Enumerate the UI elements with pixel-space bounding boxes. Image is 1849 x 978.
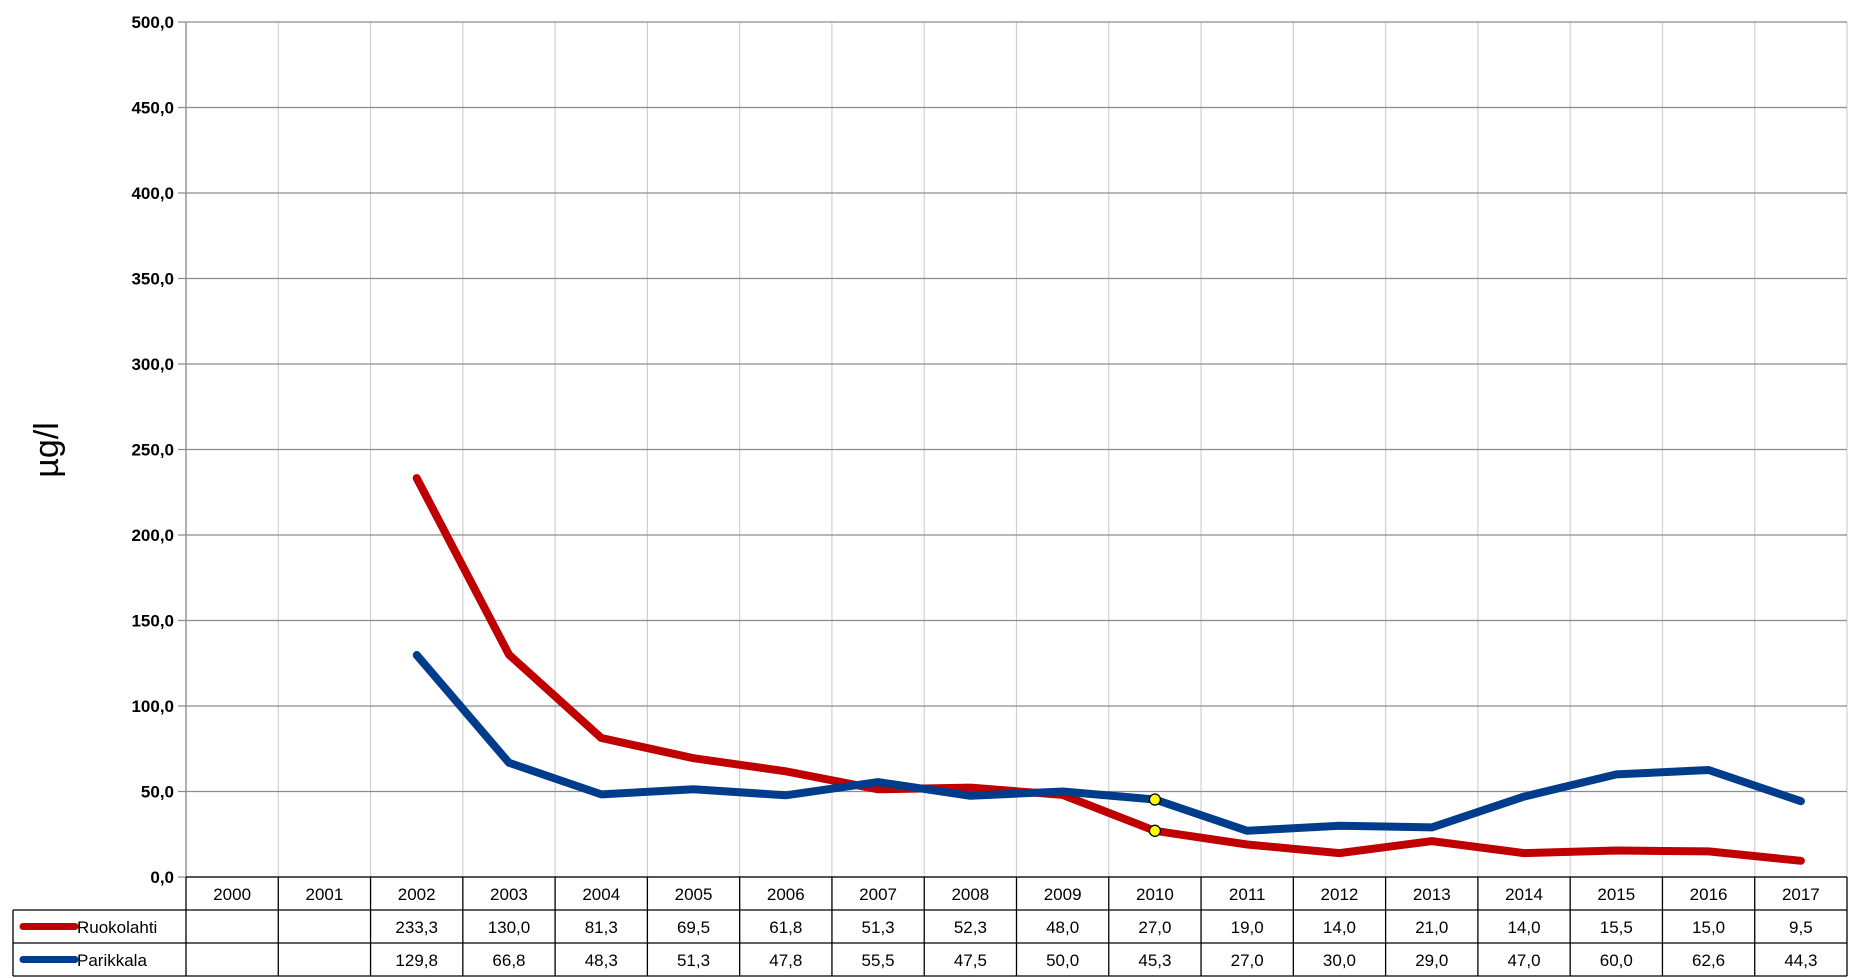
y-axis-tick-labels: 0,0 50,0 100,0 150,0 200,0 250,0 300,0 350,0 400… (131, 13, 174, 887)
data-table-cell: 15,0 (1692, 918, 1725, 937)
data-table-cell: 19,0 (1231, 918, 1264, 937)
x-tick-label: 2012 (1321, 885, 1359, 904)
data-table-cell: 27,0 (1231, 951, 1264, 970)
x-tick-label: 2001 (306, 885, 344, 904)
x-tick-label: 2003 (490, 885, 528, 904)
x-tick-label: 2009 (1044, 885, 1082, 904)
data-table-cell: 52,3 (954, 918, 987, 937)
data-table-cell: 29,0 (1415, 951, 1448, 970)
x-tick-label: 2008 (951, 885, 989, 904)
highlight-point (1148, 824, 1162, 837)
data-table-cell: 55,5 (862, 951, 895, 970)
data-table-cell: 51,3 (677, 951, 710, 970)
x-tick-label: 2017 (1782, 885, 1820, 904)
data-table-cell: 48,0 (1046, 918, 1079, 937)
data-table-cell: 81,3 (585, 918, 618, 937)
x-tick-label: 2000 (213, 885, 251, 904)
highlight-markers (1148, 793, 1162, 837)
y-tick-label: 50,0 (141, 783, 174, 802)
x-tick-label: 2005 (675, 885, 713, 904)
series-line (412, 474, 1805, 865)
data-table-cell: 9,5 (1789, 918, 1813, 937)
y-axis-label: µg/l (28, 422, 66, 478)
x-tick-label: 2013 (1413, 885, 1451, 904)
y-tick-label: 500,0 (131, 13, 174, 32)
y-tick-label: 400,0 (131, 184, 174, 203)
horizontal-gridlines (178, 21, 1847, 878)
data-table-cell: 14,0 (1507, 918, 1540, 937)
data-table-cell: 15,5 (1600, 918, 1633, 937)
data-table-cell: 27,0 (1138, 918, 1171, 937)
legend-series-name: Ruokolahti (77, 918, 157, 937)
data-table-cell: 51,3 (862, 918, 895, 937)
data-table-cell: 44,3 (1784, 951, 1817, 970)
data-table-cell: 21,0 (1415, 918, 1448, 937)
x-tick-label: 2002 (398, 885, 436, 904)
data-table-cell: 61,8 (769, 918, 802, 937)
data-table-cell: 60,0 (1600, 951, 1633, 970)
x-tick-label: 2006 (767, 885, 805, 904)
x-tick-label: 2010 (1136, 885, 1174, 904)
x-tick-label: 2011 (1229, 885, 1266, 904)
x-tick-label: 2015 (1597, 885, 1635, 904)
series-line (412, 651, 1805, 835)
data-table: 2000 2001 2002 2003 2004 2005 2006 2007 2008 2009… (12, 876, 1848, 977)
y-tick-label: 300,0 (131, 355, 174, 374)
series-lines (412, 474, 1805, 865)
data-table-cell: 129,8 (395, 951, 438, 970)
x-tick-label: 2016 (1690, 885, 1728, 904)
data-table-cell: 48,3 (585, 951, 618, 970)
data-table-cell: 233,3 (395, 918, 438, 937)
y-tick-label: 350,0 (131, 270, 174, 289)
data-table-cell: 130,0 (488, 918, 531, 937)
data-table-cell: 47,5 (954, 951, 987, 970)
y-tick-label: 0,0 (150, 868, 174, 887)
y-tick-label: 200,0 (131, 526, 174, 545)
x-tick-label: 2007 (859, 885, 897, 904)
x-tick-label: 2004 (582, 885, 620, 904)
data-table-cell: 45,3 (1138, 951, 1171, 970)
x-tick-label: 2014 (1505, 885, 1543, 904)
data-table-cell: 47,0 (1507, 951, 1540, 970)
data-table-cell: 66,8 (492, 951, 525, 970)
legend-series-name: Parikkala (77, 951, 147, 970)
highlight-point (1148, 793, 1162, 806)
data-table-cell: 50,0 (1046, 951, 1079, 970)
y-tick-label: 450,0 (131, 99, 174, 118)
data-table-cell: 14,0 (1323, 918, 1356, 937)
data-table-cell: 69,5 (677, 918, 710, 937)
y-tick-label: 250,0 (131, 441, 174, 460)
y-tick-label: 100,0 (131, 697, 174, 716)
data-table-cell: 47,8 (769, 951, 802, 970)
data-table-cell: 62,6 (1692, 951, 1725, 970)
data-table-cell: 30,0 (1323, 951, 1356, 970)
y-tick-label: 150,0 (131, 612, 174, 631)
